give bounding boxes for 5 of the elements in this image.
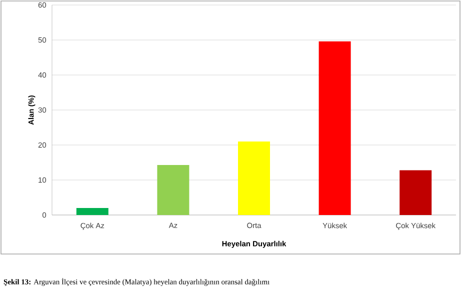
bar [157, 164, 190, 215]
bar [400, 170, 432, 215]
bar [76, 208, 108, 215]
bar [238, 142, 270, 215]
bar [318, 41, 351, 215]
